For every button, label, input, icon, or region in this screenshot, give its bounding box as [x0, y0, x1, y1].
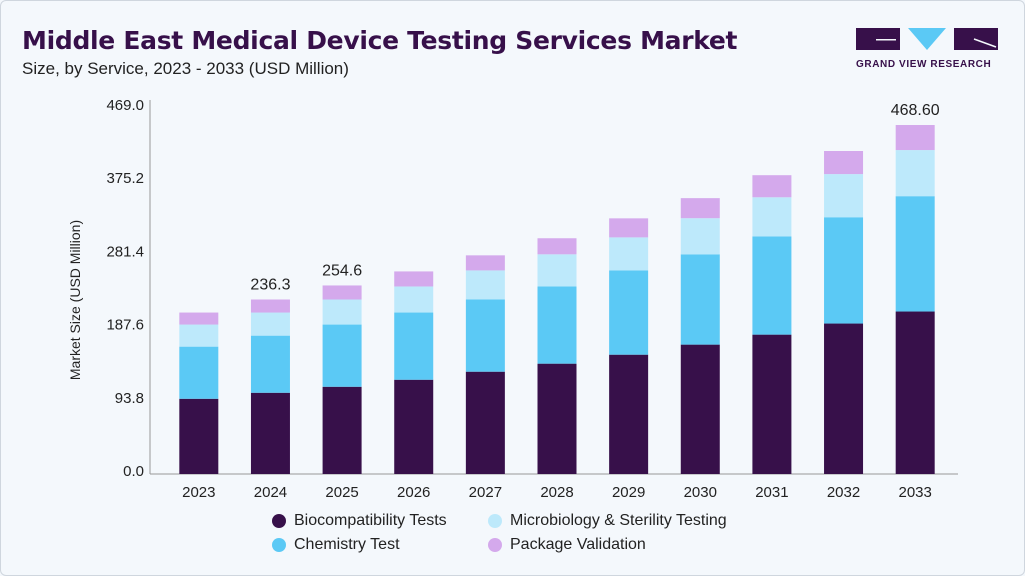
- x-tick-label: 2029: [612, 484, 645, 501]
- data-label: 254.6: [322, 262, 362, 279]
- bar-segment-package-validation-2025: [322, 285, 362, 300]
- chart-subtitle: Size, by Service, 2023 - 2033 (USD Milli…: [22, 59, 349, 78]
- x-tick-label: 2025: [325, 484, 358, 501]
- x-tick-label: 2031: [755, 484, 788, 501]
- bar-segment-microbiology-sterility-testing-2023: [179, 324, 219, 347]
- legend-dot-icon: [272, 514, 286, 528]
- bar-segment-biocompatibility-tests-2031: [752, 334, 792, 474]
- bar-segment-microbiology-sterility-testing-2027: [465, 270, 505, 300]
- legend: Biocompatibility Tests Microbiology & Ste…: [272, 512, 768, 554]
- bar-segment-biocompatibility-tests-2032: [824, 323, 864, 474]
- bar-segment-chemistry-test-2028: [537, 286, 577, 364]
- bar-segment-package-validation-2029: [609, 218, 649, 238]
- bar-segment-microbiology-sterility-testing-2028: [537, 254, 577, 287]
- legend-label: Chemistry Test: [294, 536, 400, 553]
- bar-segment-biocompatibility-tests-2030: [680, 344, 720, 474]
- x-tick-label: 2026: [397, 484, 430, 501]
- bar-segment-package-validation-2031: [752, 175, 792, 198]
- y-axis-label: Market Size (USD Million): [67, 220, 83, 380]
- y-tick-label: 0.0: [123, 463, 144, 480]
- bar-segment-microbiology-sterility-testing-2029: [609, 237, 649, 271]
- bar-segment-chemistry-test-2024: [250, 335, 290, 393]
- bar-segment-package-validation-2024: [250, 299, 290, 313]
- y-tick-label: 187.6: [106, 317, 144, 334]
- legend-dot-icon: [272, 538, 286, 552]
- x-tick-label: 2023: [182, 484, 215, 501]
- bar-segment-chemistry-test-2032: [824, 217, 864, 324]
- y-tick-label: 93.8: [115, 390, 144, 407]
- bar-segment-microbiology-sterility-testing-2024: [250, 312, 290, 336]
- logo-text: GRAND VIEW RESEARCH: [856, 59, 992, 70]
- x-tick-label: 2028: [540, 484, 573, 501]
- legend-label: Package Validation: [510, 536, 646, 553]
- bar-segment-package-validation-2026: [394, 271, 434, 287]
- bar-segment-biocompatibility-tests-2028: [537, 363, 577, 474]
- legend-item: Package Validation: [488, 536, 768, 554]
- bar-segment-chemistry-test-2029: [609, 270, 649, 355]
- bar-segment-chemistry-test-2023: [179, 346, 219, 399]
- y-tick-label: 469.0: [106, 97, 144, 114]
- legend-item: Biocompatibility Tests: [272, 512, 488, 530]
- x-tick-label: 2032: [827, 484, 860, 501]
- bar-segment-chemistry-test-2027: [465, 299, 505, 372]
- data-label: 468.60: [891, 102, 940, 119]
- y-tick-label: 281.4: [106, 243, 144, 260]
- bar-segment-chemistry-test-2031: [752, 236, 792, 335]
- legend-label: Microbiology & Sterility Testing: [510, 512, 727, 529]
- bar-segment-biocompatibility-tests-2025: [322, 386, 362, 474]
- bar-segment-biocompatibility-tests-2023: [179, 398, 219, 474]
- bar-segment-biocompatibility-tests-2027: [465, 371, 505, 474]
- bar-segment-microbiology-sterility-testing-2025: [322, 299, 362, 325]
- bar-segment-microbiology-sterility-testing-2032: [824, 174, 864, 218]
- bar-segment-chemistry-test-2025: [322, 324, 362, 387]
- legend-item: Chemistry Test: [272, 536, 488, 554]
- x-tick-label: 2027: [469, 484, 502, 501]
- bar-segment-package-validation-2023: [179, 312, 219, 325]
- data-label: 236.3: [250, 277, 290, 294]
- bar-segment-package-validation-2030: [680, 198, 720, 219]
- bar-segment-chemistry-test-2026: [394, 312, 434, 380]
- bar-segment-microbiology-sterility-testing-2031: [752, 197, 792, 237]
- bar-segment-package-validation-2032: [824, 150, 864, 175]
- chart-title: Middle East Medical Device Testing Servi…: [22, 26, 738, 55]
- logo-icon: [856, 28, 998, 50]
- bar-segment-package-validation-2033: [895, 125, 935, 151]
- bar-segment-biocompatibility-tests-2024: [250, 392, 290, 474]
- bar-segment-microbiology-sterility-testing-2026: [394, 286, 434, 313]
- y-tick-label: 375.2: [106, 170, 144, 187]
- bar-segment-chemistry-test-2030: [680, 254, 720, 345]
- bar-segment-chemistry-test-2033: [895, 196, 935, 312]
- bar-segment-biocompatibility-tests-2029: [609, 354, 649, 474]
- legend-item: Microbiology & Sterility Testing: [488, 512, 768, 530]
- bar-segment-microbiology-sterility-testing-2033: [895, 150, 935, 197]
- bar-segment-package-validation-2027: [465, 255, 505, 271]
- x-tick-label: 2030: [684, 484, 717, 501]
- x-tick-label: 2033: [898, 484, 931, 501]
- legend-dot-icon: [488, 538, 502, 552]
- bar-segment-biocompatibility-tests-2033: [895, 311, 935, 474]
- bar-segment-package-validation-2028: [537, 238, 577, 255]
- legend-dot-icon: [488, 514, 502, 528]
- legend-label: Biocompatibility Tests: [294, 512, 447, 529]
- bar-segment-biocompatibility-tests-2026: [394, 379, 434, 474]
- bar-segment-microbiology-sterility-testing-2030: [680, 218, 720, 255]
- x-tick-label: 2024: [254, 484, 287, 501]
